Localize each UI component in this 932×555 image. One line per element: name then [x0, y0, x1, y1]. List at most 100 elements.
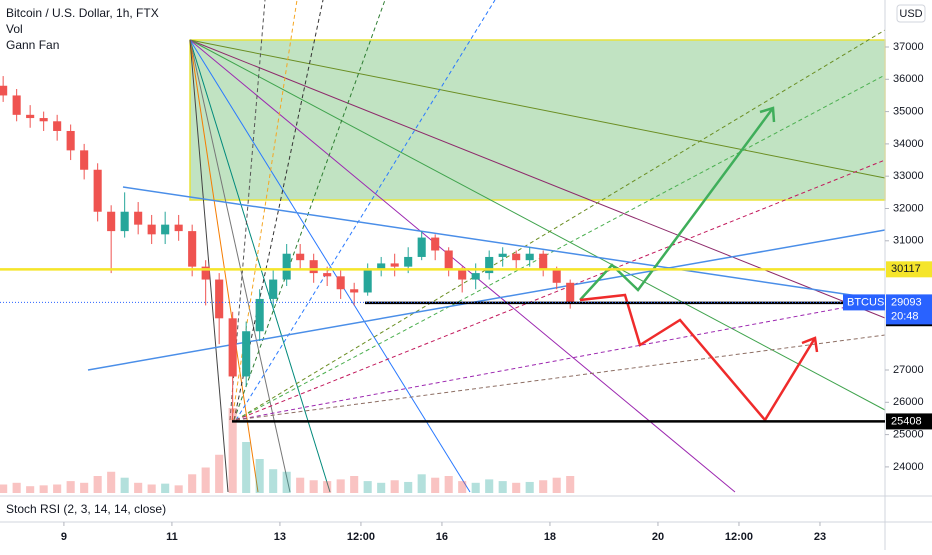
last-price-tag: [886, 294, 932, 325]
y-tick-label: 32000: [893, 202, 924, 214]
volume-bar: [539, 480, 548, 493]
candle-body: [512, 253, 521, 261]
volume-bar: [269, 469, 278, 493]
indicator-label: Gann Fan: [6, 38, 59, 52]
volume-bar: [107, 471, 116, 493]
currency: USD: [899, 8, 922, 20]
candle-body: [458, 269, 467, 280]
candle-body: [336, 276, 345, 290]
candle-body: [107, 211, 116, 232]
panel-title: Stoch RSI (2, 3, 14, 14, close): [6, 502, 166, 516]
candle-body: [161, 224, 170, 235]
volume-bar: [309, 480, 318, 493]
last-price-name-tag: [843, 294, 885, 311]
candle-body: [282, 253, 291, 280]
chart-title: Bitcoin / U.S. Dollar, 1h, FTX: [6, 6, 159, 20]
candle-body: [485, 256, 494, 274]
candle-body: [120, 211, 129, 232]
candle-body: [0, 85, 8, 96]
volume-bar: [552, 477, 561, 493]
candle-body: [147, 224, 156, 235]
candle-body: [80, 150, 89, 170]
candle-body: [201, 266, 210, 280]
candle-body: [552, 269, 561, 283]
volume-bar: [377, 482, 386, 493]
candle-body: [444, 250, 453, 270]
volume-bar: [471, 482, 480, 493]
volume-bar: [228, 408, 237, 493]
x-tick-label: 18: [544, 531, 556, 543]
x-tick-label: 9: [61, 531, 67, 543]
projection-arrows: [579, 106, 819, 423]
gann-box: [189, 39, 886, 201]
price-tag: [886, 261, 932, 278]
candle-body: [12, 95, 21, 115]
candle-body: [66, 130, 75, 151]
volume-bar: [525, 481, 534, 493]
candle-body: [431, 237, 440, 251]
volume-bar: [431, 477, 440, 493]
volume-bar: [188, 474, 197, 493]
volume-bar: [174, 485, 183, 493]
candle-body: [26, 114, 35, 119]
volume-bar: [26, 486, 35, 493]
y-tick-label: 25000: [893, 429, 924, 441]
candle-body: [390, 263, 399, 267]
y-tick-label: 35000: [893, 106, 924, 118]
price-tag-label: 25408: [891, 415, 922, 427]
candle-body: [525, 253, 534, 261]
price-tag: [886, 413, 932, 430]
volume-bar: [363, 481, 372, 493]
candle-body: [39, 118, 48, 122]
volume-bar: [512, 482, 521, 493]
candle-body: [417, 237, 426, 257]
y-tick-label: 34000: [893, 138, 924, 150]
candle-body: [269, 279, 278, 299]
volume-bar: [350, 476, 359, 493]
y-tick-label: 31000: [893, 235, 924, 247]
volume-bar: [161, 483, 170, 493]
candle-body: [188, 231, 197, 267]
y-tick-label: 33000: [893, 170, 924, 182]
volume-bar: [80, 482, 89, 493]
volume-bar: [147, 484, 156, 493]
volume-bar: [66, 481, 75, 493]
volume-bar: [485, 479, 494, 493]
volume-bar: [0, 484, 8, 493]
volume-bar: [323, 481, 332, 493]
candle-body: [215, 279, 224, 319]
volume-bar: [417, 474, 426, 493]
y-tick-label: 36000: [893, 73, 924, 85]
volume-bar: [12, 482, 21, 493]
currency-box[interactable]: [896, 4, 926, 23]
volume-bar: [53, 484, 62, 493]
candle-body: [471, 273, 480, 280]
volume-bar: [39, 485, 48, 493]
x-tick-label: 12:00: [347, 531, 375, 543]
candle-body: [309, 260, 318, 274]
y-tick-label: 27000: [893, 364, 924, 376]
x-tick-label: 23: [814, 531, 826, 543]
candle-body: [377, 263, 386, 270]
candle-body: [539, 253, 548, 270]
volume-bar: [215, 454, 224, 493]
last-price-time: 20:48: [891, 310, 919, 322]
volume-bar: [566, 476, 575, 493]
volume-bar: [134, 482, 143, 493]
trend-lines: [87, 186, 886, 371]
candle-body: [566, 282, 575, 303]
price-tag-label: 30117: [891, 263, 921, 275]
volume-bar: [458, 481, 467, 493]
y-tick-label: 26000: [893, 396, 924, 408]
volume-bar: [242, 442, 251, 493]
volume-bar: [498, 481, 507, 493]
candle-body: [255, 298, 264, 332]
candle-body: [296, 253, 305, 261]
candle-body: [93, 169, 102, 212]
x-tick-label: 12:00: [725, 531, 753, 543]
y-tick-label: 37000: [893, 41, 924, 53]
candle-body: [174, 224, 183, 232]
volume-bar: [404, 481, 413, 493]
candle-body: [242, 331, 251, 377]
